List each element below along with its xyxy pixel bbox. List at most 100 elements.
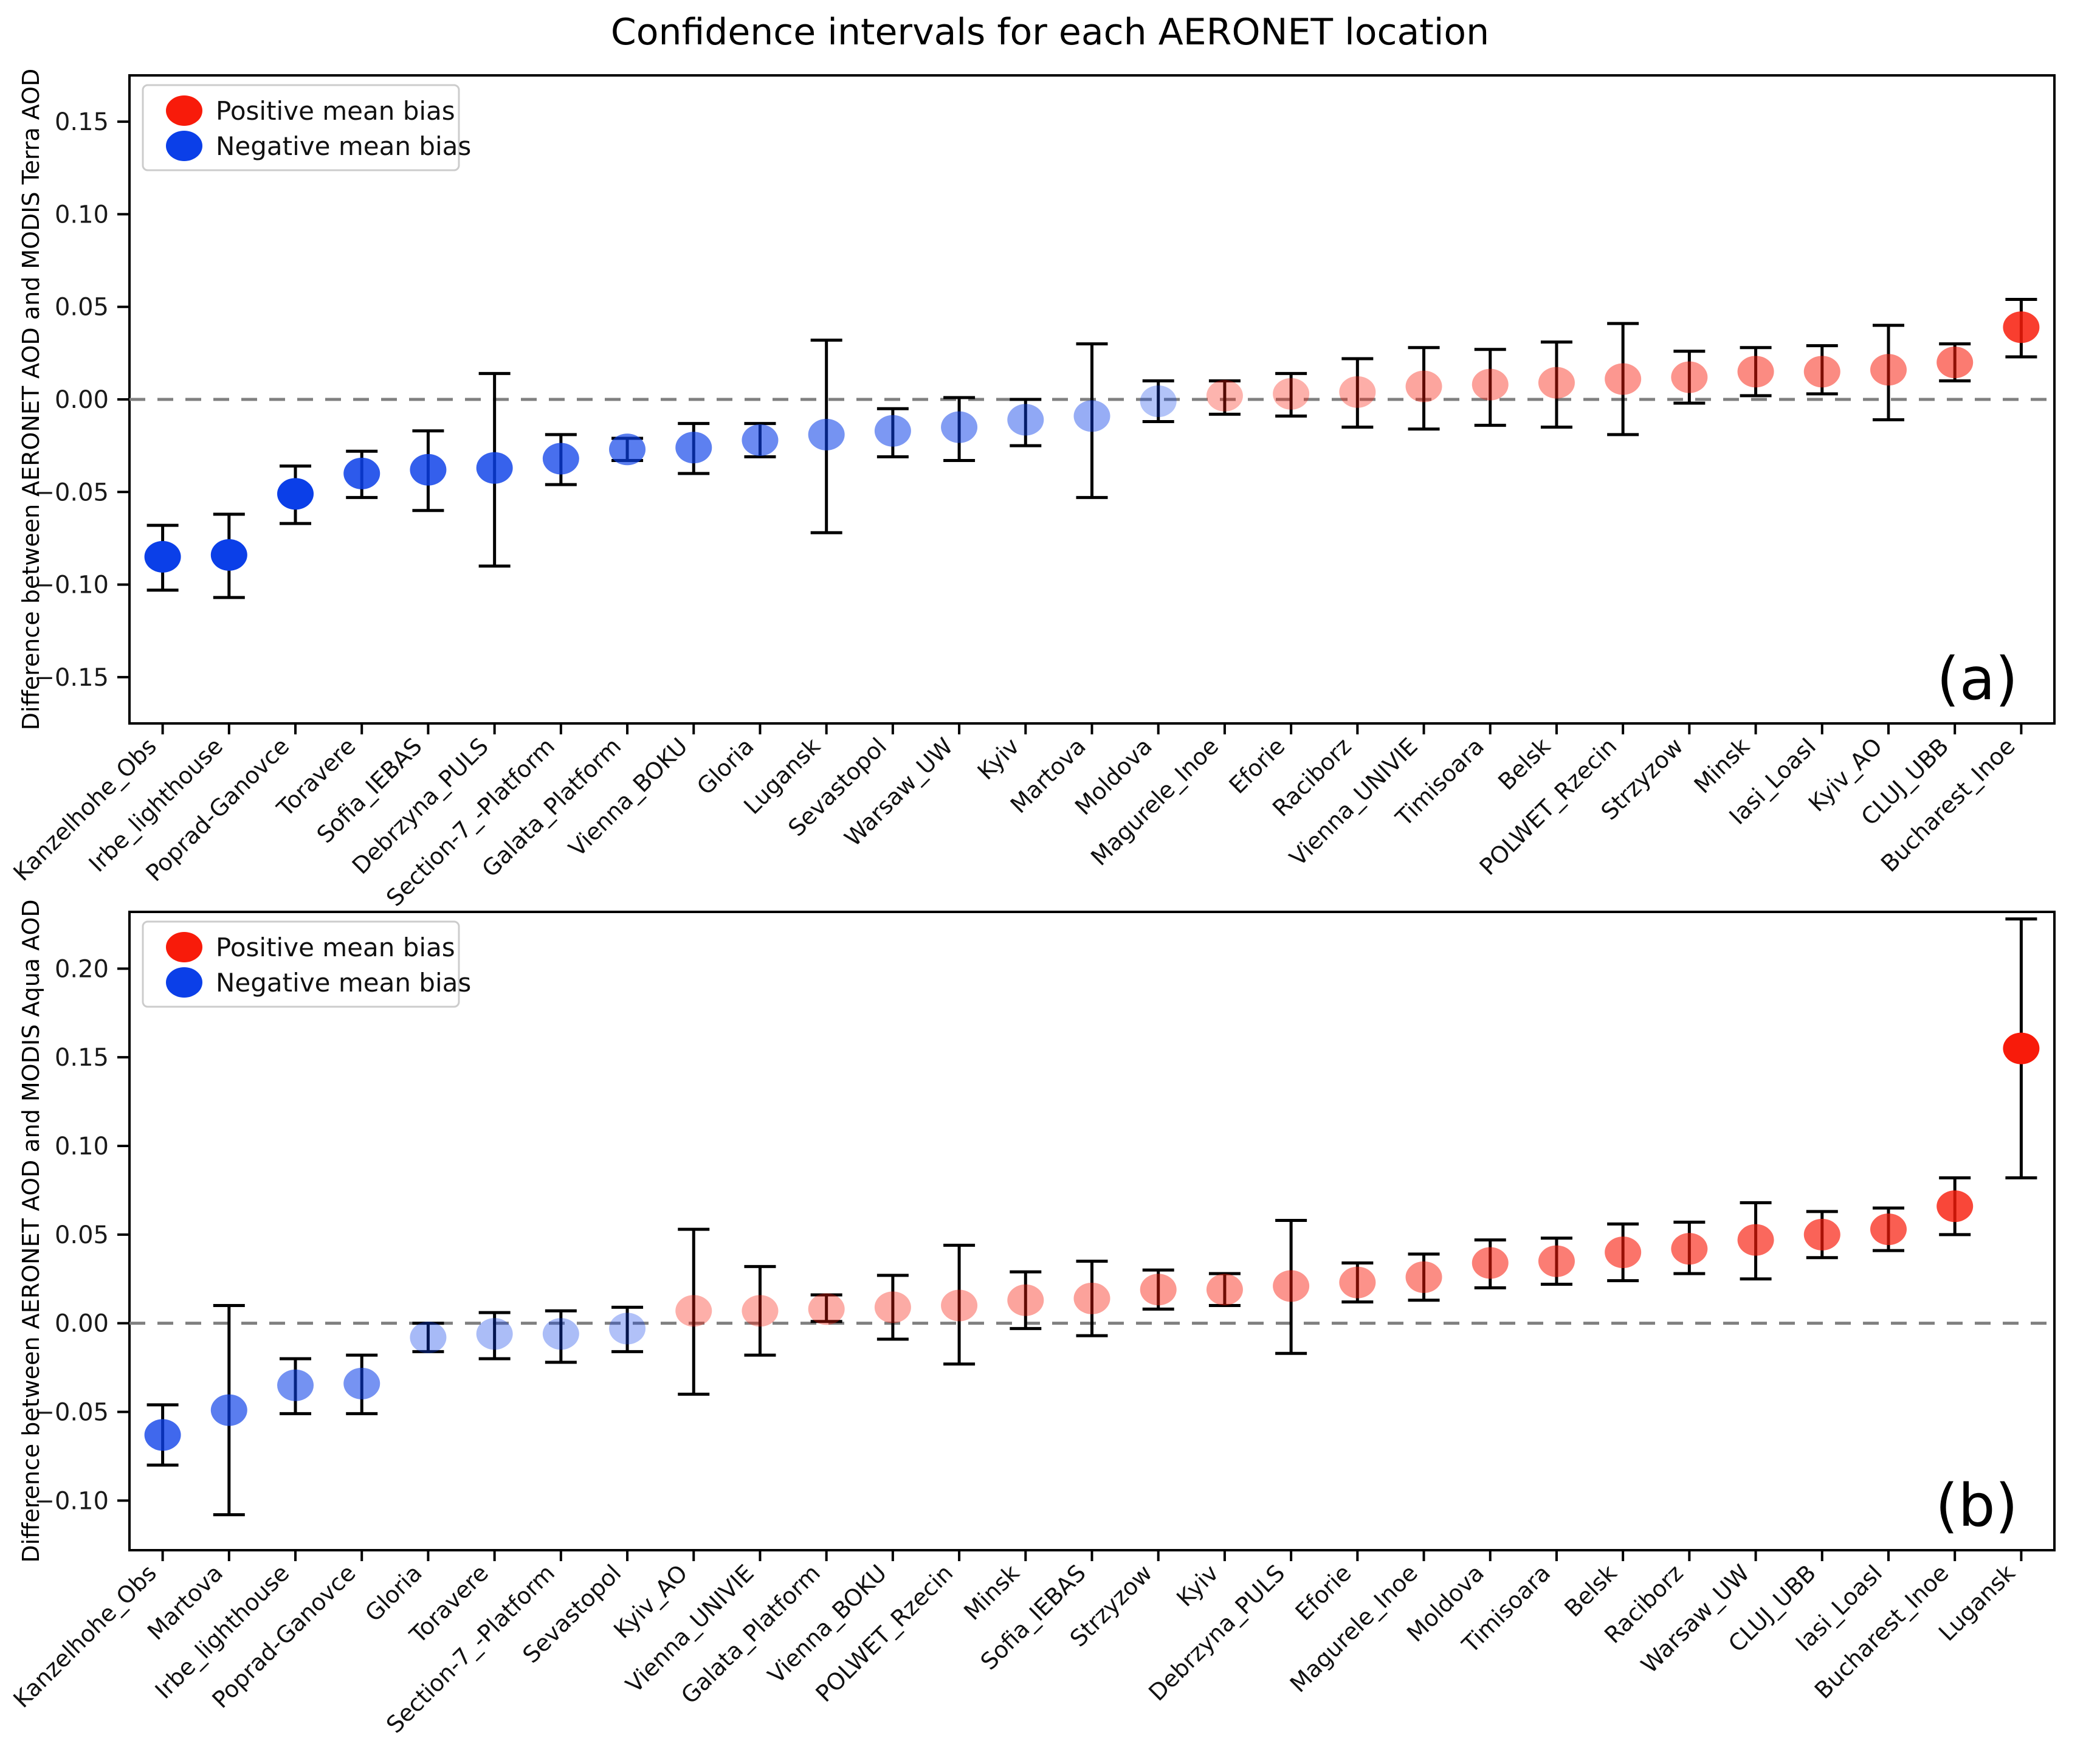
data-point-group <box>542 433 579 486</box>
data-marker[interactable] <box>1405 370 1442 402</box>
data-marker[interactable] <box>1803 1218 1840 1251</box>
data-marker[interactable] <box>1671 1233 1708 1265</box>
legend-marker-negative <box>166 967 202 998</box>
data-marker[interactable] <box>1936 1190 1974 1223</box>
data-marker[interactable] <box>941 1289 978 1322</box>
data-marker[interactable] <box>277 1369 314 1401</box>
data-marker[interactable] <box>1273 378 1310 410</box>
data-marker[interactable] <box>1538 1245 1575 1277</box>
data-marker[interactable] <box>675 432 712 464</box>
data-point-group <box>874 1274 911 1341</box>
y-axis-title: Difference between AERONET AOD and MODIS… <box>18 69 44 731</box>
data-point-group <box>1405 346 1442 431</box>
data-point-group <box>1007 398 1044 447</box>
data-marker[interactable] <box>1605 1237 1642 1268</box>
data-marker[interactable] <box>1538 367 1575 399</box>
data-marker[interactable] <box>343 457 380 489</box>
data-marker[interactable] <box>1206 1274 1243 1306</box>
panel-tag: (a) <box>1936 645 2018 713</box>
data-marker[interactable] <box>277 478 314 510</box>
legend-box <box>142 84 460 171</box>
data-marker[interactable] <box>1007 404 1044 436</box>
y-tick-label: 0.05 <box>55 1221 109 1249</box>
data-marker[interactable] <box>210 1394 247 1426</box>
x-tick-label-eforie: Eforie <box>1290 1559 1357 1626</box>
data-marker[interactable] <box>343 1367 380 1399</box>
data-marker[interactable] <box>1737 1224 1774 1256</box>
data-marker[interactable] <box>1273 1270 1310 1302</box>
data-point-group <box>609 1305 646 1353</box>
data-marker[interactable] <box>742 1295 779 1327</box>
data-marker[interactable] <box>542 1318 579 1350</box>
data-marker[interactable] <box>1140 385 1177 418</box>
data-point-group <box>277 1357 314 1415</box>
data-marker[interactable] <box>609 433 646 466</box>
data-point-group <box>1870 1206 1907 1252</box>
x-tick-label-minsk: Minsk <box>959 1559 1024 1625</box>
data-marker[interactable] <box>675 1295 712 1327</box>
data-point-group <box>1605 1222 1642 1283</box>
data-point-group <box>1140 1268 1177 1311</box>
data-marker[interactable] <box>742 424 779 457</box>
data-point-group <box>410 1322 447 1353</box>
data-marker[interactable] <box>1472 1247 1509 1279</box>
data-point-group <box>1737 346 1774 398</box>
data-marker[interactable] <box>874 1291 911 1323</box>
data-point-group <box>343 449 380 499</box>
x-tick-label-vienna_boku: Vienna_BOKU <box>763 1559 892 1689</box>
data-point-group <box>2003 917 2040 1179</box>
data-marker[interactable] <box>1803 356 1840 388</box>
data-point-group <box>1936 342 1974 383</box>
y-tick-label: −0.05 <box>34 1399 109 1427</box>
data-marker[interactable] <box>1472 368 1509 401</box>
data-marker[interactable] <box>1936 347 1974 379</box>
data-point-group <box>1073 342 1110 499</box>
data-marker[interactable] <box>542 443 579 475</box>
data-point-group <box>1007 1270 1044 1330</box>
data-marker[interactable] <box>874 415 911 447</box>
data-marker[interactable] <box>410 1322 447 1353</box>
data-marker[interactable] <box>1870 1213 1907 1246</box>
data-marker[interactable] <box>1737 356 1774 388</box>
data-marker[interactable] <box>808 1293 845 1325</box>
data-point-group <box>2003 298 2040 359</box>
legend-label-negative: Negative mean bias <box>216 968 471 998</box>
data-point-group <box>874 407 911 458</box>
data-marker[interactable] <box>2003 1032 2040 1064</box>
data-marker[interactable] <box>1671 361 1708 393</box>
data-point-group <box>476 371 513 568</box>
data-marker[interactable] <box>2003 311 2040 343</box>
data-marker[interactable] <box>1073 1282 1110 1314</box>
data-marker[interactable] <box>1140 1274 1177 1306</box>
x-tick-label-kyiv: Kyiv <box>973 733 1025 785</box>
figure-title: Confidence intervals for each AERONET lo… <box>610 11 1490 53</box>
legend-marker-positive <box>166 95 202 126</box>
data-marker[interactable] <box>941 411 978 443</box>
data-marker[interactable] <box>476 1318 513 1350</box>
data-point-group <box>941 1243 978 1366</box>
data-marker[interactable] <box>1339 1266 1376 1299</box>
data-marker[interactable] <box>1405 1261 1442 1293</box>
data-marker[interactable] <box>1073 400 1110 432</box>
x-tick-label-belsk: Belsk <box>1493 733 1555 795</box>
data-marker[interactable] <box>144 540 181 573</box>
data-point-group <box>808 1293 845 1325</box>
y-axis-title: Difference between AERONET AOD and MODIS… <box>18 899 44 1562</box>
y-tick-label: 0.00 <box>55 386 109 414</box>
data-point-group <box>1472 1238 1509 1289</box>
data-marker[interactable] <box>1605 363 1642 395</box>
data-marker[interactable] <box>1206 379 1243 412</box>
data-marker[interactable] <box>1339 376 1376 408</box>
data-marker[interactable] <box>476 452 513 484</box>
data-marker[interactable] <box>1870 354 1907 386</box>
y-tick-label: 0.20 <box>55 955 109 983</box>
data-marker[interactable] <box>609 1313 646 1345</box>
y-tick-label: 0.15 <box>55 1044 109 1072</box>
data-marker[interactable] <box>808 418 845 450</box>
y-tick-label: −0.05 <box>34 478 109 506</box>
data-marker[interactable] <box>210 539 247 571</box>
data-marker[interactable] <box>144 1419 181 1451</box>
data-point-group <box>1671 350 1708 405</box>
data-marker[interactable] <box>1007 1284 1044 1316</box>
data-marker[interactable] <box>410 454 447 486</box>
